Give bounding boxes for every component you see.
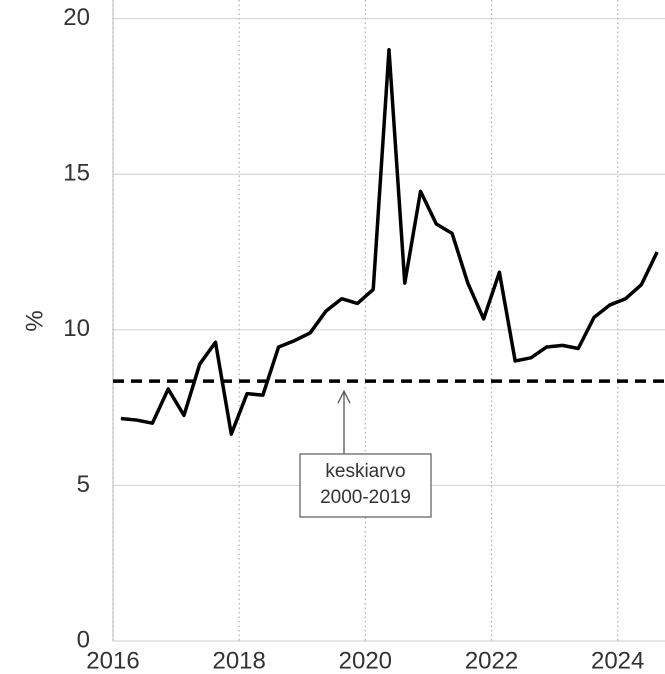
y-tick-label: 10 bbox=[63, 315, 90, 342]
x-tick-label: 2018 bbox=[212, 647, 265, 674]
annotation-text: 2000-2019 bbox=[320, 487, 411, 508]
y-tick-label: 5 bbox=[77, 471, 90, 498]
x-tick-label: 2024 bbox=[591, 647, 644, 674]
x-tick-label: 2022 bbox=[465, 647, 518, 674]
x-tick-label: 2016 bbox=[86, 647, 139, 674]
y-tick-label: 15 bbox=[63, 160, 90, 187]
annotation-box bbox=[299, 453, 432, 518]
y-tick-label: 20 bbox=[63, 4, 90, 31]
y-tick-label: 0 bbox=[77, 626, 90, 653]
annotation-text: keskiarvo bbox=[325, 461, 405, 482]
annotation-arrowhead bbox=[337, 389, 351, 404]
y-axis-label: % bbox=[21, 310, 48, 331]
data-line bbox=[120, 48, 659, 436]
x-tick-label: 2020 bbox=[339, 647, 392, 674]
